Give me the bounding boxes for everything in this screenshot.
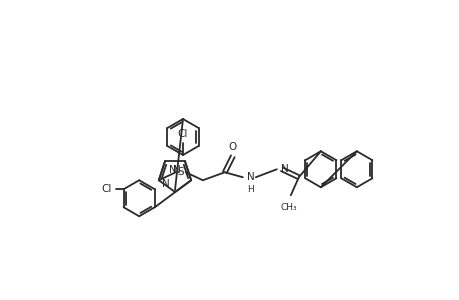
Text: N: N bbox=[162, 179, 170, 189]
Text: CH₃: CH₃ bbox=[280, 203, 297, 212]
Text: N: N bbox=[168, 165, 176, 175]
Text: N: N bbox=[280, 164, 288, 174]
Text: N: N bbox=[173, 165, 180, 175]
Text: S: S bbox=[177, 167, 184, 177]
Text: Cl: Cl bbox=[101, 184, 112, 194]
Text: H: H bbox=[247, 185, 254, 194]
Text: O: O bbox=[228, 142, 236, 152]
Text: Cl: Cl bbox=[178, 129, 188, 139]
Text: N: N bbox=[246, 172, 254, 182]
